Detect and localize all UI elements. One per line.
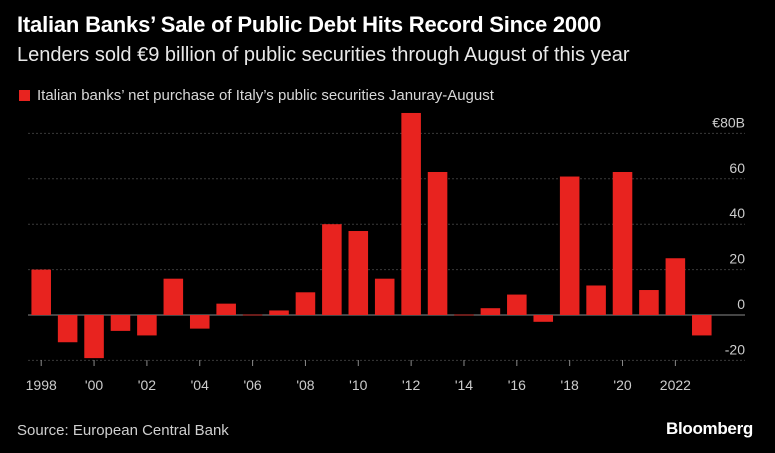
x-tick-label: '18 — [561, 377, 579, 393]
x-tick-label: '10 — [349, 377, 367, 393]
bar-2007 — [269, 310, 289, 315]
y-tick-label: 40 — [729, 205, 745, 221]
source-note: Source: European Central Bank — [17, 422, 229, 439]
x-tick-label: '08 — [296, 377, 314, 393]
bar-2000 — [84, 315, 104, 359]
y-axis-tick-labels: €80B 60 40 20 0 -20 — [712, 114, 745, 357]
x-axis-tick-labels: 1998 '00 '02 '04 '06 '08 '10 '12 '14 '16 '18 '20 202… — [26, 360, 691, 393]
y-tick-label: €80B — [712, 114, 745, 130]
y-tick-label: 0 — [737, 296, 745, 312]
y-tick-label: 20 — [729, 251, 745, 267]
bar-1999 — [57, 315, 78, 343]
legend-label: Italian banks’ net purchase of Italy’s p… — [37, 87, 494, 104]
bar-1998 — [31, 269, 51, 315]
grid-lines — [28, 132, 745, 361]
x-tick-label: '16 — [508, 377, 526, 393]
bar-2023 — [692, 315, 712, 336]
bar-2001 — [110, 315, 131, 331]
bar-2012 — [401, 112, 421, 315]
x-tick-label: '02 — [138, 377, 156, 393]
bar-2018 — [559, 176, 580, 315]
chart-legend: Italian banks’ net purchase of Italy’s p… — [19, 87, 494, 104]
x-tick-label: '04 — [191, 377, 209, 393]
bar-2021 — [639, 290, 659, 315]
x-tick-label: '00 — [85, 377, 103, 393]
bar-2020 — [612, 171, 633, 315]
bar-2009 — [322, 224, 342, 315]
bar-2010 — [348, 231, 369, 315]
bar-2006 — [242, 314, 263, 316]
x-tick-label: '12 — [402, 377, 420, 393]
x-tick-label: 1998 — [26, 377, 57, 393]
bar-2015 — [480, 308, 501, 315]
bar-2011 — [374, 278, 395, 315]
chart-title: Italian Banks’ Sale of Public Debt Hits … — [17, 12, 602, 37]
bar-2017 — [533, 315, 554, 322]
x-tick-label: 2022 — [660, 377, 691, 393]
bar-2008 — [295, 292, 316, 315]
bar-2005 — [216, 303, 236, 315]
bar-2019 — [586, 285, 606, 315]
bar-2016 — [507, 294, 527, 315]
legend-swatch — [19, 90, 30, 101]
x-tick-label: '06 — [243, 377, 261, 393]
bar-2013 — [427, 171, 448, 315]
x-tick-label: '14 — [455, 377, 473, 393]
bloomberg-logo: Bloomberg — [665, 419, 753, 438]
bar-2022 — [665, 258, 686, 315]
x-tick-label: '20 — [613, 377, 631, 393]
y-tick-label: 60 — [729, 160, 745, 176]
chart-subtitle: Lenders sold €9 billion of public securi… — [17, 44, 630, 66]
bar-2002 — [137, 315, 157, 336]
bar-2003 — [163, 278, 184, 315]
bars — [31, 112, 712, 359]
y-tick-label: -20 — [725, 341, 745, 357]
bar-2014 — [454, 314, 474, 316]
bar-2004 — [189, 315, 210, 329]
